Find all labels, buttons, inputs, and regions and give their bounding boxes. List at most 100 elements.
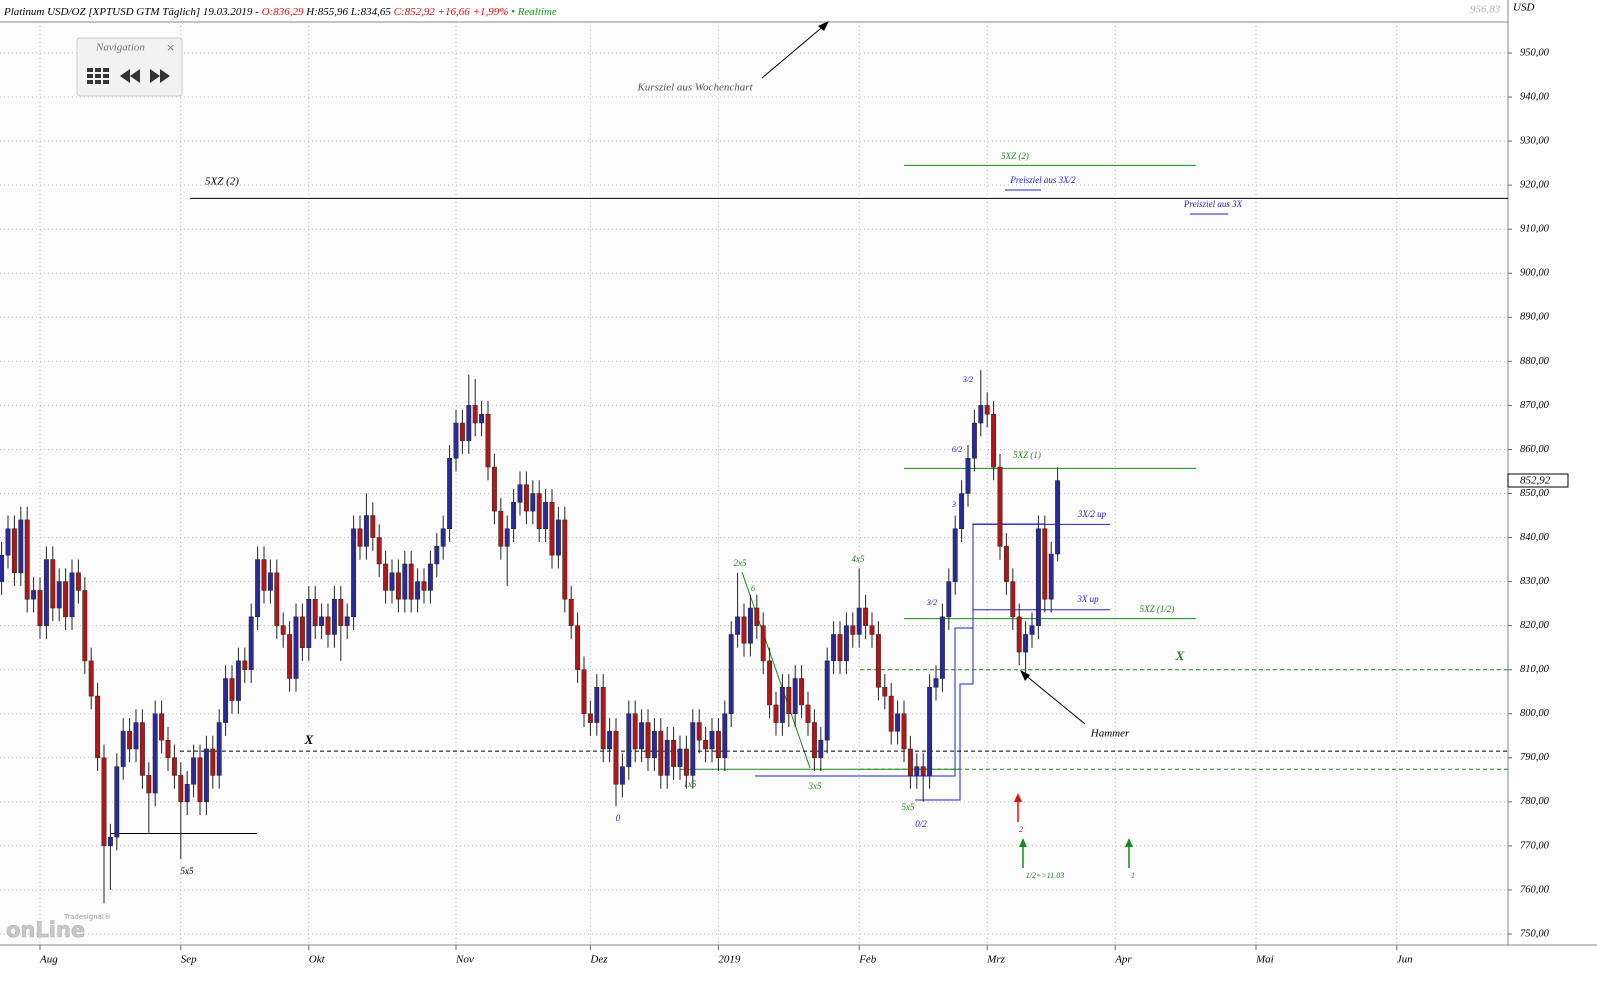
stop-line <box>915 610 974 801</box>
candle-body <box>568 598 574 626</box>
candle-body <box>965 458 971 494</box>
candle-body <box>747 607 753 644</box>
arrow <box>761 23 827 79</box>
candle-body <box>178 775 184 803</box>
candle-body <box>75 572 81 591</box>
candle-body <box>882 687 888 697</box>
grid-button[interactable] <box>87 68 109 84</box>
candle-body <box>607 731 613 750</box>
candle-body <box>799 678 805 706</box>
candle-body <box>645 722 651 759</box>
y-tick-label: 840,00 <box>1520 532 1550 543</box>
candle-body <box>171 757 177 776</box>
header-segment: Platinum USD/OZ [XPTUSD GTM Täglich] 19.… <box>3 6 262 18</box>
candle-body <box>363 515 369 547</box>
y-tick-label: 780,00 <box>1520 796 1550 807</box>
candle-body <box>197 757 203 803</box>
forward-button[interactable] <box>160 69 170 83</box>
candle-body <box>984 405 990 415</box>
candle-body <box>511 502 517 529</box>
x-tick-label: Mai <box>1255 954 1274 966</box>
y-tick-label: 900,00 <box>1520 268 1550 279</box>
candle-body <box>728 634 734 714</box>
candle-body <box>549 502 555 556</box>
back-button[interactable] <box>120 69 130 83</box>
candle-body <box>651 731 657 759</box>
candle-body <box>709 731 715 750</box>
candle-body <box>914 766 920 776</box>
annotation: 0/2 <box>915 819 927 829</box>
candle-body <box>248 616 254 670</box>
candle-body <box>24 519 30 600</box>
header-segment: O:836,29 <box>262 6 304 18</box>
header-segment: • Realtime <box>508 6 557 18</box>
plot-area <box>0 22 1508 945</box>
candle-body <box>767 660 773 706</box>
marks: 5XZ (2) 5XZ (2) 5XZ (1) 5XZ (1/2) X X 5x5 3X/2 … <box>110 21 1508 880</box>
candle-body <box>56 581 62 609</box>
y-tick-label: 770,00 <box>1520 840 1550 851</box>
candle-body <box>920 766 926 776</box>
currency: USD <box>1513 2 1534 14</box>
annotation: 5x5 <box>902 802 915 812</box>
candle-body <box>856 607 862 635</box>
candle-body <box>69 572 75 618</box>
arrow-head <box>1019 838 1027 847</box>
y-tick-label: 930,00 <box>1520 136 1550 147</box>
y-tick-label: 890,00 <box>1520 312 1550 323</box>
candle-body <box>619 766 625 785</box>
candle-body <box>959 493 965 529</box>
y-tick-label: 830,00 <box>1520 576 1550 587</box>
candle-body <box>338 598 344 626</box>
candle-body <box>722 713 728 759</box>
candle-body <box>933 678 939 688</box>
candle-body <box>658 731 664 776</box>
candle-body <box>1010 581 1016 618</box>
candle-body <box>575 625 581 670</box>
logo-small: Tradesignal® <box>63 913 111 921</box>
candle-body <box>837 634 843 662</box>
candle-body <box>18 519 24 574</box>
candle-body <box>952 528 958 582</box>
candle-body <box>831 634 837 662</box>
candle-body <box>402 563 408 600</box>
candle-body <box>88 660 94 697</box>
arrow-head <box>1014 793 1022 802</box>
candle-body <box>491 466 497 512</box>
candle-body <box>191 757 197 785</box>
close-button[interactable]: × <box>166 41 175 54</box>
candle-body <box>690 722 696 776</box>
candle-body <box>50 559 56 609</box>
candle-body <box>715 731 721 759</box>
candle-body <box>203 748 209 803</box>
header: Platinum USD/OZ [XPTUSD GTM Täglich] 19.… <box>3 6 557 18</box>
candle-body <box>63 581 69 618</box>
back-button[interactable] <box>130 69 140 83</box>
candle-body <box>306 598 312 648</box>
annotation: 3/2 <box>962 375 973 384</box>
candle-body <box>229 678 235 701</box>
candle-body <box>351 528 357 618</box>
candle-body <box>805 704 811 723</box>
annotation: 0 <box>616 813 621 823</box>
candle-body <box>971 422 977 459</box>
x-tick-label: Sep <box>181 954 197 966</box>
candle-body <box>1003 546 1009 582</box>
candle-body <box>901 713 907 750</box>
arrow <box>1023 673 1086 725</box>
level-label: 5XZ (1) <box>1013 450 1041 460</box>
forward-button[interactable] <box>150 69 160 83</box>
candle-body <box>159 713 165 741</box>
header-segment: C:852,92 +16,66 +1,99% <box>394 6 509 18</box>
candle-body <box>325 616 331 635</box>
candle-body <box>472 405 478 424</box>
trend-line <box>741 571 811 769</box>
candle-body <box>421 581 427 591</box>
candle-body <box>319 616 325 626</box>
x-tick-label: Aug <box>39 954 58 966</box>
candle-body <box>888 695 894 732</box>
arrow-head <box>818 21 829 31</box>
candle-body <box>1042 528 1048 600</box>
level-label: 5XZ (1/2) <box>1140 604 1175 614</box>
